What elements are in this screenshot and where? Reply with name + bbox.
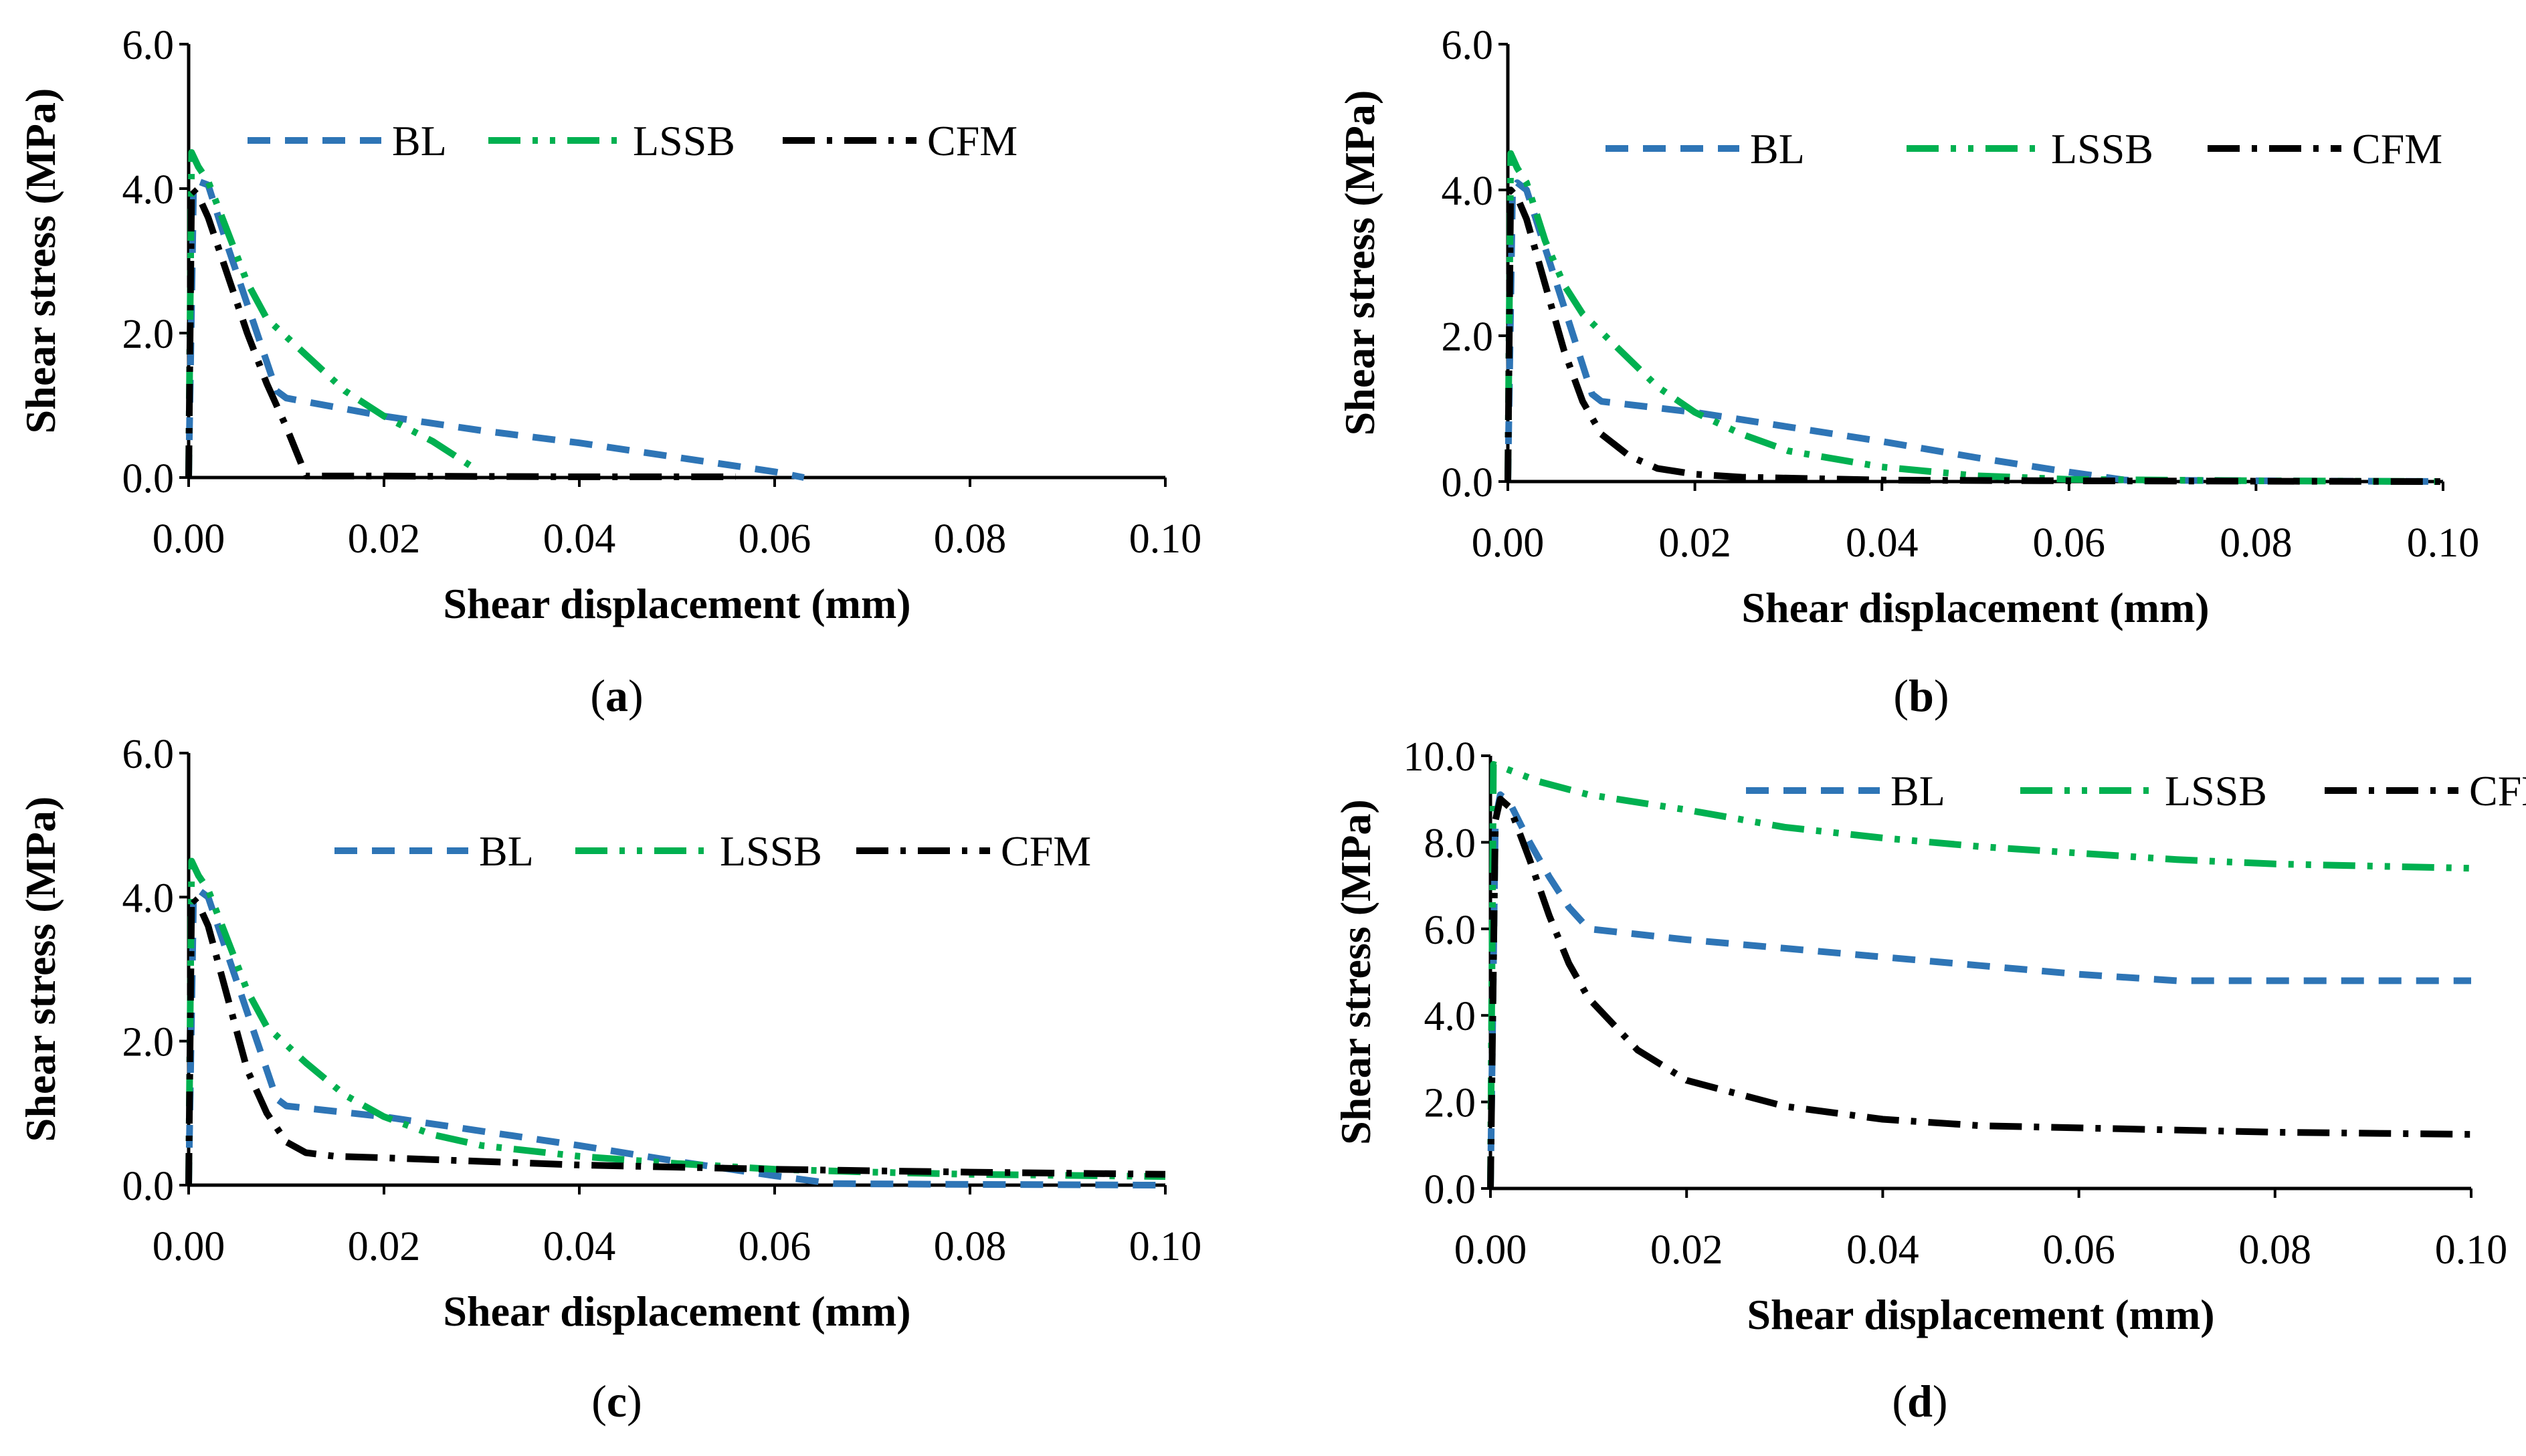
y-axis-title: Shear stress (MPa) [17, 797, 64, 1142]
series-bl-line [1504, 179, 2444, 485]
legend-label-lssb: LSSB [2051, 125, 2153, 173]
y-tick-label: 6.0 [1424, 908, 1476, 953]
x-tick-label: 0.06 [739, 1224, 811, 1269]
legend-label-cfm: CFM [927, 117, 1017, 165]
series-cfm-line [1504, 187, 2444, 485]
y-tick-label: 0.0 [1424, 1167, 1476, 1213]
legend-label-bl: BL [1890, 767, 1945, 815]
x-tick-label: 0.08 [934, 516, 1007, 562]
y-tick-label: 4.0 [1442, 169, 1494, 214]
x-tick-label: 0.02 [1658, 520, 1731, 566]
y-tick-label: 2.0 [1424, 1081, 1476, 1126]
series-cfm-line [1487, 795, 2472, 1189]
panel-caption: (b) [1893, 670, 1949, 721]
legend-label-bl: BL [479, 827, 534, 875]
chart-d: 0.00 0.02 0.04 0.06 0.08 0.10 0.0 2.0 4.0 6.0 8.0 1… [1332, 734, 2526, 1427]
y-axis-title: Shear stress (MPa) [1336, 90, 1383, 436]
legend-label-lssb: LSSB [720, 827, 822, 875]
y-tick-label: 2.0 [122, 312, 175, 357]
panel-caption: (c) [591, 1376, 642, 1427]
series-bl-line [1487, 791, 2471, 1189]
x-tick-label: 0.06 [739, 516, 811, 562]
x-tick-label: 0.10 [1129, 516, 1202, 562]
x-axis-title: Shear displacement (mm) [443, 1287, 910, 1335]
legend-label-bl: BL [1750, 125, 1805, 173]
panel-caption: (a) [590, 670, 643, 721]
x-tick-label: 0.02 [1650, 1227, 1723, 1273]
legend-label-lssb: LSSB [633, 117, 735, 165]
series-bl-line [185, 886, 1166, 1188]
x-tick-label: 0.10 [1129, 1224, 1202, 1269]
x-axis-title: Shear displacement (mm) [1747, 1291, 2214, 1338]
y-tick-label: 6.0 [122, 732, 175, 777]
legend-label-cfm: CFM [2352, 125, 2442, 173]
x-axis-title: Shear displacement (mm) [1741, 584, 2209, 631]
x-tick-label: 0.00 [1454, 1227, 1527, 1273]
y-tick-label: 4.0 [122, 875, 175, 921]
y-axis-title: Shear stress (MPa) [1332, 799, 1379, 1145]
series-cfm-line [185, 894, 1166, 1186]
y-tick-label: 2.0 [122, 1020, 175, 1065]
series-cfm-line [185, 185, 736, 480]
y-tick-label: 8.0 [1424, 821, 1476, 866]
legend-label-bl: BL [392, 117, 447, 165]
x-tick-label: 0.06 [2042, 1227, 2115, 1273]
x-axis-title: Shear displacement (mm) [443, 580, 910, 627]
y-axis-title: Shear stress (MPa) [17, 88, 64, 434]
series-lssb-line [185, 149, 474, 478]
chart-c: 0.00 0.02 0.04 0.06 0.08 0.10 0.0 2.0 4.0 6.0 Shea… [17, 732, 1201, 1427]
x-tick-label: 0.08 [2239, 1227, 2312, 1273]
y-tick-label: 0.0 [122, 1164, 175, 1209]
legend-label-lssb: LSSB [2165, 767, 2267, 815]
y-tick-label: 6.0 [122, 23, 175, 68]
y-tick-label: 6.0 [1442, 23, 1494, 68]
x-tick-label: 0.06 [2033, 520, 2106, 566]
y-tick-label: 0.0 [1442, 460, 1494, 506]
series-bl-line [185, 178, 805, 481]
x-tick-label: 0.02 [348, 1224, 421, 1269]
chart-b: 0.00 0.02 0.04 0.06 0.08 0.10 0.0 2.0 4.0 6.0 Shea… [1336, 23, 2479, 721]
series-lssb-line [1487, 760, 2472, 1189]
series-lssb-line [1504, 150, 2444, 485]
y-tick-label: 10.0 [1403, 734, 1476, 780]
x-tick-label: 0.00 [153, 1224, 225, 1269]
x-tick-label: 0.08 [2220, 520, 2293, 566]
x-tick-label: 0.00 [153, 516, 225, 562]
legend-label-cfm: CFM [2469, 767, 2526, 815]
y-tick-label: 0.0 [122, 456, 175, 502]
y-tick-label: 4.0 [122, 167, 175, 213]
legend-label-cfm: CFM [1001, 827, 1091, 875]
x-tick-label: 0.10 [2407, 520, 2480, 566]
chart-a: 0.00 0.02 0.04 0.06 0.08 0.10 0.0 2.0 4.0 6.0 Shea… [17, 23, 1201, 721]
x-tick-label: 0.04 [543, 1224, 616, 1269]
x-tick-label: 0.00 [1472, 520, 1545, 566]
panel-caption: (d) [1892, 1376, 1947, 1427]
y-tick-label: 4.0 [1424, 994, 1476, 1039]
x-tick-label: 0.10 [2435, 1227, 2508, 1273]
y-tick-label: 2.0 [1442, 314, 1494, 360]
x-tick-label: 0.02 [348, 516, 421, 562]
x-tick-label: 0.04 [543, 516, 616, 562]
x-tick-label: 0.08 [934, 1224, 1007, 1269]
x-tick-label: 0.04 [1846, 1227, 1919, 1273]
series-lssb-line [185, 857, 1166, 1186]
x-tick-label: 0.04 [1846, 520, 1919, 566]
